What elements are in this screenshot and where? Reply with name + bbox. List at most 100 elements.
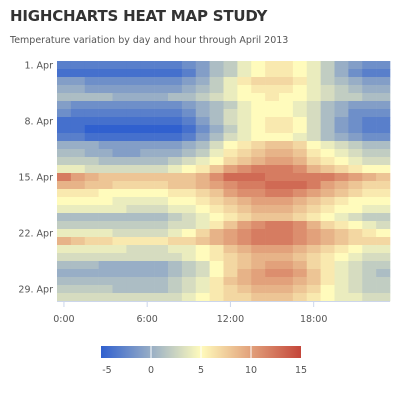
heatmap-cell [237, 173, 252, 182]
heatmap-cell [195, 213, 210, 222]
heatmap-cell [376, 237, 391, 246]
heatmap-cell [168, 221, 183, 230]
heatmap-cell [57, 229, 72, 238]
heatmap-cell [112, 157, 127, 166]
heatmap-cell [126, 189, 141, 198]
heatmap-cell [223, 125, 238, 134]
heatmap-cell [57, 117, 72, 126]
heatmap-cell [209, 181, 224, 190]
heatmap-cell [112, 133, 127, 142]
heatmap-cell [223, 269, 238, 278]
heatmap-cell [84, 173, 99, 182]
legend-tick-label: 5 [198, 365, 204, 376]
heatmap-cell [348, 157, 363, 166]
heatmap-cell [70, 205, 86, 214]
heatmap-cell [70, 229, 86, 238]
heatmap-cell [84, 77, 99, 86]
heatmap-cell [112, 197, 127, 206]
heatmap-cell [348, 245, 363, 254]
heatmap-cell [320, 117, 335, 126]
heatmap-cell [154, 253, 169, 262]
heatmap-cell [140, 253, 155, 262]
heatmap-cell [223, 117, 238, 126]
heatmap-cell [84, 109, 99, 118]
heatmap-cell [251, 93, 266, 102]
heatmap-cell [84, 157, 99, 166]
heatmap-cell [265, 165, 280, 174]
heatmap-cell [84, 269, 99, 278]
heatmap-cell [112, 285, 127, 294]
heatmap-cell [112, 109, 127, 118]
heatmap-cell [237, 213, 252, 222]
heatmap-cell [334, 125, 349, 134]
heatmap-cell [306, 101, 321, 110]
heatmap-cell [362, 101, 377, 110]
heatmap-cell [195, 205, 210, 214]
heatmap-cell [168, 197, 183, 206]
heatmap-cell [140, 285, 155, 294]
heatmap-cell [126, 93, 141, 102]
heatmap-cell [98, 77, 113, 86]
heatmap-cell [251, 117, 266, 126]
heatmap-cell [362, 237, 377, 246]
heatmap-cell [348, 173, 363, 182]
heatmap-cell [209, 261, 224, 270]
heatmap-cell [112, 165, 127, 174]
heatmap-cell [98, 149, 113, 158]
heatmap-cell [112, 61, 127, 70]
x-tick-label: 12:00 [217, 314, 244, 325]
heatmap-cell [181, 125, 197, 134]
heatmap-cell [376, 117, 391, 126]
heatmap-cell [334, 61, 349, 70]
heatmap-cell [251, 285, 266, 294]
heatmap-cell [251, 109, 266, 118]
heatmap-cell [98, 61, 113, 70]
heatmap-cell [84, 221, 99, 230]
heatmap-cell [251, 189, 266, 198]
heatmap-cell [334, 189, 349, 198]
heatmap-cell [279, 253, 294, 262]
heatmap-cell [376, 157, 391, 166]
heatmap-cell [348, 61, 363, 70]
heatmap-cell [168, 133, 183, 142]
heatmap-cell [334, 93, 349, 102]
heatmap-cell [265, 277, 280, 286]
heatmap-cell [334, 245, 349, 254]
heatmap-cell [334, 277, 349, 286]
heatmap-cell [70, 117, 86, 126]
heatmap-cell [112, 221, 127, 230]
heatmap-cell [112, 237, 127, 246]
heatmap-cell [126, 125, 141, 134]
heatmap-cell [334, 205, 349, 214]
heatmap-cell [154, 269, 169, 278]
heatmap-cell [209, 221, 224, 230]
heatmap-cell [57, 261, 72, 270]
heatmap-cell [154, 285, 169, 294]
heatmap-cell [98, 269, 113, 278]
chart-subtitle: Temperature variation by day and hour th… [10, 35, 289, 46]
heatmap-cell [209, 141, 224, 150]
heatmap-cell [84, 133, 99, 142]
heatmap-cell [195, 165, 210, 174]
heatmap-cell [362, 61, 377, 70]
heatmap-cell [140, 245, 155, 254]
heatmap-cell [292, 285, 308, 294]
heatmap-cell [126, 261, 141, 270]
heatmap-cell [57, 69, 72, 78]
heatmap-cell [181, 165, 197, 174]
heatmap-cell [57, 269, 72, 278]
heatmap-cell [140, 109, 155, 118]
heatmap-cell [209, 293, 224, 302]
heatmap-cell [195, 133, 210, 142]
heatmap-cell [209, 133, 224, 142]
heatmap-cell [181, 245, 197, 254]
heatmap-cell [154, 69, 169, 78]
heatmap-cell [70, 101, 86, 110]
heatmap-cell [84, 213, 99, 222]
heatmap-cell [98, 221, 113, 230]
heatmap-cell [237, 189, 252, 198]
heatmap-cell [112, 181, 127, 190]
heatmap-cell [168, 125, 183, 134]
heatmap-cell [195, 101, 210, 110]
heatmap-cell [348, 141, 363, 150]
